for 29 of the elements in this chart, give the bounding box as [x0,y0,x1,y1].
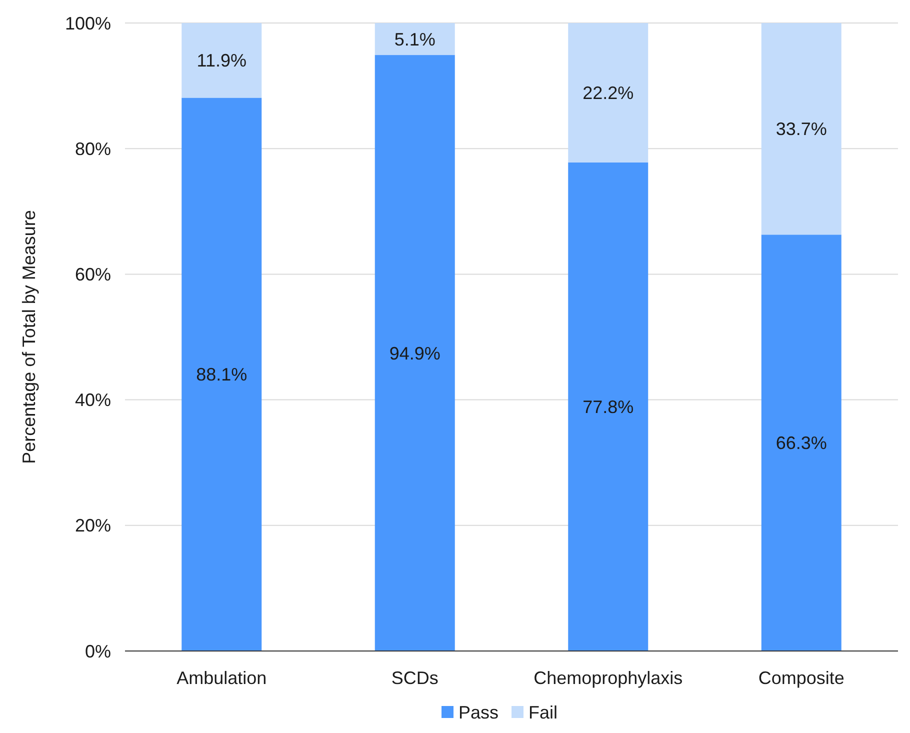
data-label: 88.1% [196,364,248,385]
bar [374,55,455,651]
y-tick-label: 80% [74,138,111,159]
data-label: 11.9% [196,50,246,71]
data-label: 66.3% [776,433,827,454]
bar [182,23,262,98]
data-label: 33.7% [776,119,827,140]
legend-label: Pass [458,702,499,722]
x-tick-label: SCDs [391,668,438,688]
x-tick-label: Composite [758,668,844,688]
data-label: 94.9% [389,343,440,364]
bar [568,162,648,651]
data-label: 5.1% [394,29,436,50]
y-tick-label: 40% [74,390,111,410]
y-tick-label: 100% [64,13,111,34]
legend-label: Fail [528,702,558,722]
x-tick-label: Ambulation [176,668,267,688]
data-label: 77.8% [582,397,634,418]
bar [761,23,842,235]
y-axis-title: Percentage of Total by Measure [19,210,39,464]
bar [374,23,455,56]
x-tick-label: Chemoprophylaxis [534,668,683,688]
y-tick-label: 60% [74,264,111,284]
bar [761,234,842,651]
bar [568,23,648,162]
bar [182,98,262,651]
y-tick-label: 20% [74,516,111,536]
data-label: 22.2% [582,83,634,104]
y-tick-label: 0% [84,641,111,662]
